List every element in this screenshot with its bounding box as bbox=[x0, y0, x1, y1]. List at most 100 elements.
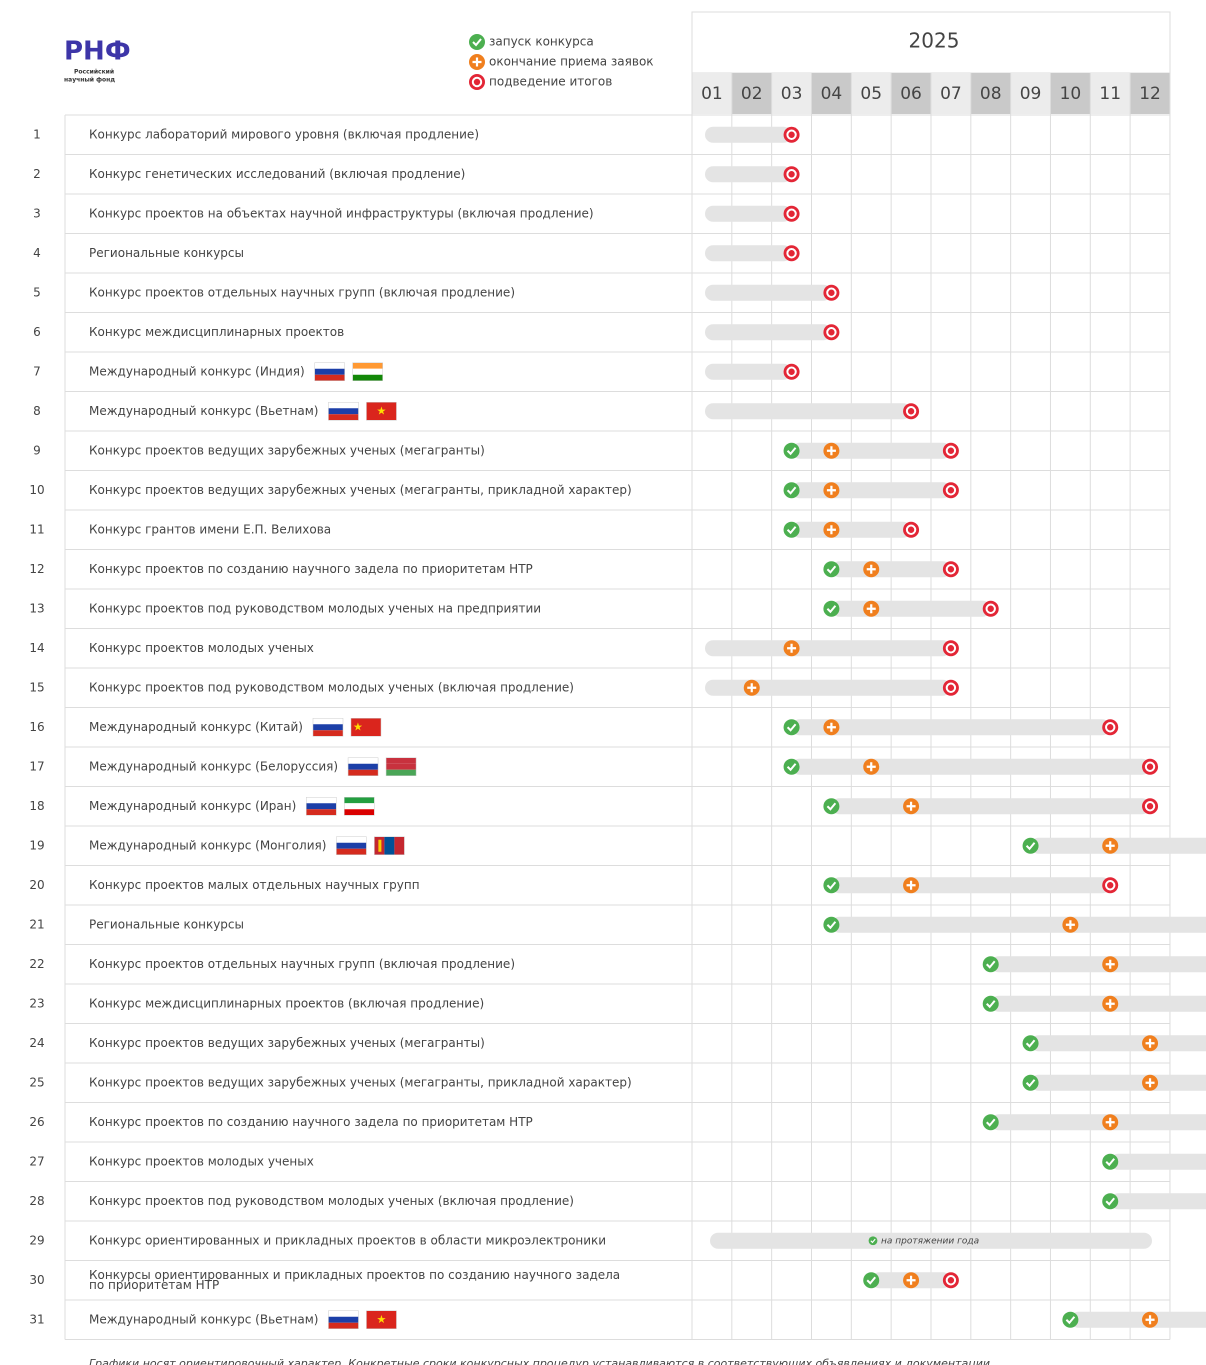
legend-label: запуск конкурса bbox=[489, 35, 594, 49]
month-label: 06 bbox=[900, 84, 922, 104]
month-cell bbox=[1050, 73, 1091, 114]
icon-launch bbox=[823, 798, 840, 815]
bar bbox=[1030, 837, 1206, 854]
check bbox=[986, 1118, 996, 1127]
icon-result bbox=[1142, 758, 1159, 775]
row-name: Конкурс проектов молодых ученых bbox=[89, 1154, 314, 1168]
flag-stripe bbox=[394, 836, 405, 855]
icon-circle bbox=[1022, 1074, 1039, 1091]
icon-launch bbox=[868, 1236, 878, 1246]
row-name: Конкурс проектов по созданию научного за… bbox=[89, 562, 533, 576]
ring bbox=[1144, 801, 1156, 812]
icon-result bbox=[783, 245, 800, 262]
icon-deadline bbox=[783, 640, 800, 657]
flag-stripe bbox=[328, 1316, 359, 1323]
flag-border bbox=[374, 836, 405, 855]
row-name: по приоритетам НТР bbox=[89, 1278, 219, 1292]
icon-circle bbox=[982, 1114, 999, 1131]
flag-stripe bbox=[314, 374, 345, 381]
flag: ★ bbox=[366, 1310, 397, 1329]
ring bbox=[786, 248, 797, 259]
icon-circle bbox=[1022, 837, 1039, 854]
row-name: Конкурс проектов под руководством молоды… bbox=[89, 1194, 574, 1208]
icon-circle bbox=[783, 363, 800, 380]
row-number: 7 bbox=[33, 364, 41, 378]
ring bbox=[945, 564, 957, 575]
row-number: 3 bbox=[33, 206, 41, 220]
flag-stripe bbox=[386, 763, 417, 770]
row-name: Конкурс проектов ведущих зарубежных учен… bbox=[89, 1075, 632, 1089]
ring bbox=[945, 1275, 957, 1286]
check bbox=[826, 881, 837, 890]
flag bbox=[328, 1310, 359, 1329]
ring bbox=[945, 485, 957, 496]
icon-result bbox=[1102, 877, 1119, 894]
row-name: Конкурс генетических исследований (включ… bbox=[89, 167, 465, 181]
icon-deadline bbox=[1142, 1074, 1159, 1091]
row-name: Международный конкурс (Вьетнам) bbox=[89, 1312, 318, 1326]
plus bbox=[1105, 959, 1115, 969]
row-number: 16 bbox=[29, 720, 44, 734]
flag: ★ bbox=[366, 402, 397, 421]
flag-stripe bbox=[348, 763, 379, 770]
icon-launch bbox=[823, 916, 840, 933]
icon-launch bbox=[823, 877, 840, 894]
row-name: Региональные конкурсы bbox=[89, 917, 244, 931]
bar bbox=[705, 403, 912, 420]
check bbox=[1105, 1197, 1115, 1206]
ring bbox=[786, 169, 797, 180]
flag-stripe bbox=[336, 842, 367, 849]
row-number: 23 bbox=[29, 996, 44, 1010]
icon-result bbox=[783, 166, 800, 183]
check bbox=[826, 565, 837, 574]
icon-circle bbox=[783, 205, 800, 222]
icon-circle bbox=[823, 916, 840, 933]
bar-label: на протяжении года bbox=[881, 1236, 979, 1246]
row-number: 19 bbox=[29, 838, 44, 852]
icon-circle bbox=[863, 1272, 880, 1289]
month-label: 02 bbox=[741, 84, 763, 104]
bar bbox=[831, 877, 1111, 894]
row-name: Конкурс проектов ведущих зарубежных учен… bbox=[89, 443, 485, 457]
row-number: 28 bbox=[29, 1194, 44, 1208]
ring bbox=[786, 366, 797, 377]
icon-circle bbox=[982, 995, 999, 1012]
icon-result bbox=[469, 74, 485, 90]
bar bbox=[705, 245, 792, 262]
check bbox=[826, 802, 837, 811]
flag: ★ bbox=[350, 718, 382, 737]
flag-stripe bbox=[386, 757, 417, 764]
logo-subtitle: Российский bbox=[74, 69, 114, 76]
icon-circle bbox=[469, 74, 485, 90]
check bbox=[786, 486, 797, 495]
icon-deadline bbox=[823, 482, 840, 499]
ring bbox=[945, 643, 957, 654]
bar bbox=[1110, 1193, 1206, 1210]
row-number: 15 bbox=[29, 680, 44, 694]
check bbox=[1025, 1079, 1036, 1088]
check bbox=[986, 1000, 996, 1009]
icon-launch bbox=[783, 442, 800, 459]
icon-circle bbox=[1142, 798, 1159, 815]
icon-deadline bbox=[823, 521, 840, 538]
bar bbox=[990, 956, 1206, 973]
bar bbox=[705, 679, 951, 696]
plus bbox=[906, 1275, 916, 1285]
icon-deadline bbox=[823, 442, 840, 459]
row-name: Международный конкурс (Вьетнам) bbox=[89, 404, 318, 418]
row-number: 10 bbox=[29, 483, 44, 497]
icon-result bbox=[942, 679, 959, 696]
flag-stripe bbox=[306, 803, 337, 810]
icon-circle bbox=[868, 1236, 878, 1246]
flag bbox=[306, 797, 337, 816]
flag-stripe bbox=[328, 408, 359, 415]
icon-result bbox=[982, 600, 999, 617]
flag-border bbox=[366, 402, 397, 421]
month-label: 03 bbox=[781, 84, 803, 104]
flag-border bbox=[385, 757, 417, 776]
check bbox=[1065, 1316, 1076, 1325]
bar bbox=[831, 561, 951, 578]
row-number: 22 bbox=[29, 957, 44, 971]
flag-star: ★ bbox=[353, 720, 363, 733]
flag-border bbox=[352, 362, 383, 381]
